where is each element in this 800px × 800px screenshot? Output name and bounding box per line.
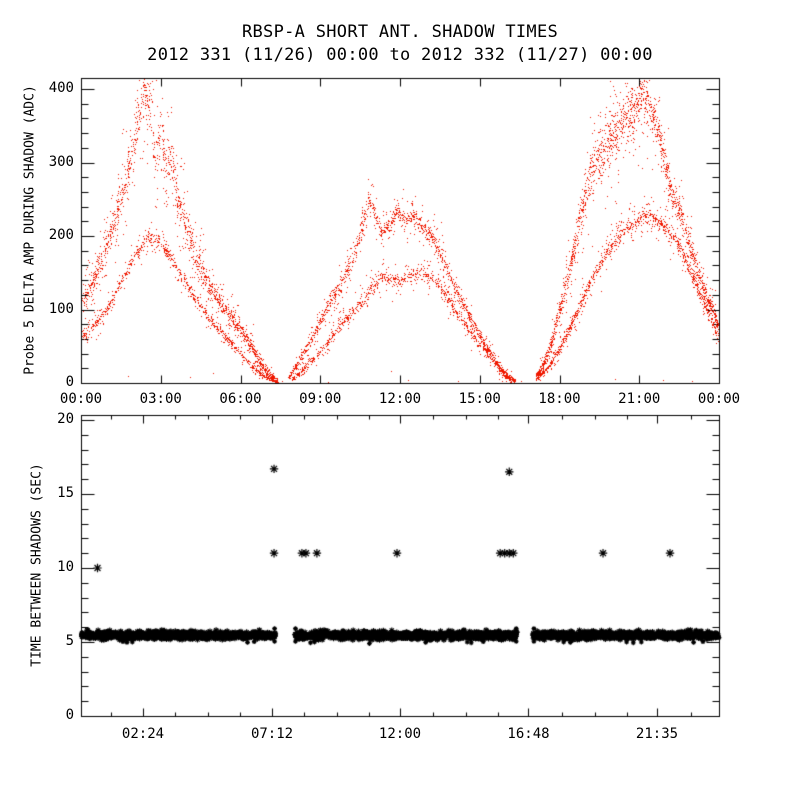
bottom-x-tick-label: 16:48 <box>507 726 550 742</box>
bottom-y-tick-label: 15 <box>57 485 74 501</box>
top-y-tick-label: 0 <box>65 374 74 390</box>
chart-subtitle: 2012 331 (11/26) 00:00 to 2012 332 (11/2… <box>147 45 653 65</box>
bottom-y-tick-label: 0 <box>65 707 74 723</box>
top-x-tick-label: 00:00 <box>697 391 741 407</box>
bottom-x-tick-label: 07:12 <box>250 726 294 742</box>
top-x-tick-label: 00:00 <box>59 391 103 407</box>
top-x-tick-label: 18:00 <box>538 391 581 407</box>
top-x-tick-label: 12:00 <box>378 391 422 407</box>
top-x-tick-label: 15:00 <box>458 391 501 407</box>
top-y-tick-label: 400 <box>48 80 74 96</box>
bottom-y-tick-label: 20 <box>57 411 74 427</box>
top-x-tick-label: 21:00 <box>618 391 661 407</box>
bottom-y-tick-label: 5 <box>65 633 74 649</box>
top-y-tick-label: 200 <box>48 227 74 243</box>
top-x-tick-label: 09:00 <box>299 391 342 407</box>
top-x-tick-label: 03:00 <box>139 391 182 407</box>
bottom-x-tick-label: 12:00 <box>378 726 422 742</box>
bottom-x-tick-label: 02:24 <box>121 726 165 742</box>
top-y-tick-label: 100 <box>48 300 74 317</box>
top-x-tick-label: 06:00 <box>219 391 262 407</box>
bottom-y-tick-label: 10 <box>57 559 74 575</box>
bottom-x-tick-label: 21:35 <box>635 726 679 742</box>
top-y-tick-label: 300 <box>48 153 74 170</box>
chart-title: RBSP-A SHORT ANT. SHADOW TIMES <box>241 22 559 42</box>
